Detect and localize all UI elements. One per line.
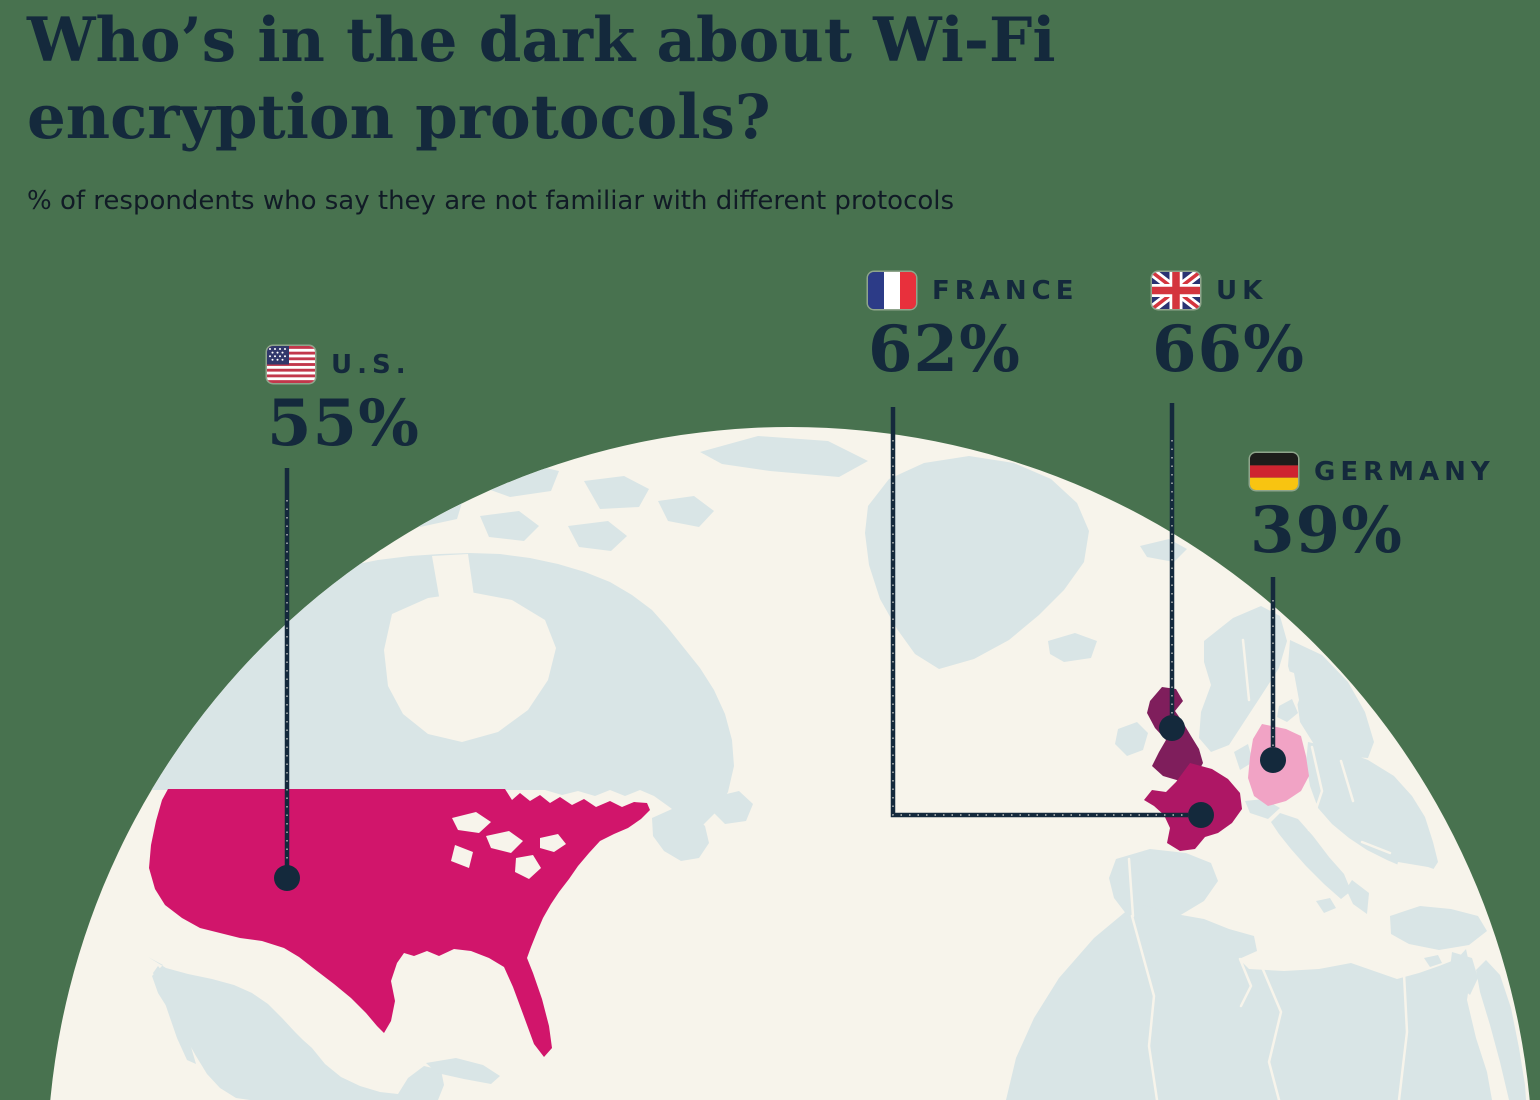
sicily-shape <box>1316 898 1336 913</box>
label-group-germany: GERMANY 39% <box>1250 453 1495 563</box>
title-line-1: Who’s in the dark about Wi-Fi <box>27 5 1056 76</box>
uk-flag-icon <box>1152 272 1200 309</box>
ireland-shape <box>1115 722 1148 756</box>
italy-shape <box>1271 813 1351 899</box>
denmark-shape <box>1277 699 1298 722</box>
page-title: Who’s in the dark about Wi-Fi encryption… <box>27 2 1056 156</box>
greenland-shape <box>865 456 1089 669</box>
arabia-shape <box>1476 960 1526 1100</box>
us-map-dot <box>274 865 300 891</box>
title-line-2: encryption protocols? <box>27 82 771 153</box>
percent-value-germany: 39% <box>1250 493 1403 568</box>
scandinavia-shape <box>1199 606 1287 752</box>
label-group-uk: UK 66% <box>1152 272 1305 382</box>
country-name-france: FRANCE <box>932 275 1079 306</box>
germany-map-dot <box>1260 747 1286 773</box>
arctic-islands <box>254 436 868 578</box>
east-europe-shape <box>1306 742 1438 876</box>
label-group-us: U.S. 55% <box>267 346 420 456</box>
africa-shape <box>1006 903 1492 1100</box>
percent-value-uk: 66% <box>1152 312 1305 387</box>
baltic-sea <box>1259 668 1299 741</box>
finland-russia-shape <box>1288 640 1374 758</box>
black-sea <box>1394 862 1468 899</box>
country-border-lines <box>1127 638 1409 1100</box>
percent-value-france: 62% <box>868 312 1021 387</box>
france-map-dot <box>1188 802 1214 828</box>
hudson-bay <box>384 592 556 742</box>
hudson-strait <box>432 554 474 602</box>
label-group-france: FRANCE 62% <box>868 272 1079 382</box>
baja-california-shape <box>153 966 196 1064</box>
callout-lines <box>274 403 1286 891</box>
cyprus-shape <box>1424 955 1442 967</box>
germany-flag-icon <box>1250 453 1298 490</box>
usa-highlight-shape <box>149 789 650 1057</box>
page-subtitle: % of respondents who say they are not fa… <box>27 186 955 216</box>
us-flag-icon <box>267 346 315 383</box>
low-countries-shape <box>1234 744 1253 770</box>
uk-map-dot <box>1159 715 1185 741</box>
country-name-uk: UK <box>1216 275 1268 306</box>
great-lakes <box>451 812 566 879</box>
turkey-shape <box>1390 906 1487 950</box>
greece-shape <box>1346 880 1369 914</box>
iceland-shape <box>1048 633 1097 662</box>
nova-scotia <box>652 809 709 861</box>
country-name-germany: GERMANY <box>1314 456 1495 487</box>
mexico-shape <box>148 957 444 1100</box>
percent-value-us: 55% <box>267 386 420 461</box>
newfoundland <box>712 791 753 824</box>
svalbard-shape <box>1140 539 1187 562</box>
country-name-us: U.S. <box>331 349 411 380</box>
cuba-shape <box>426 1058 500 1084</box>
france-flag-icon <box>868 272 916 309</box>
